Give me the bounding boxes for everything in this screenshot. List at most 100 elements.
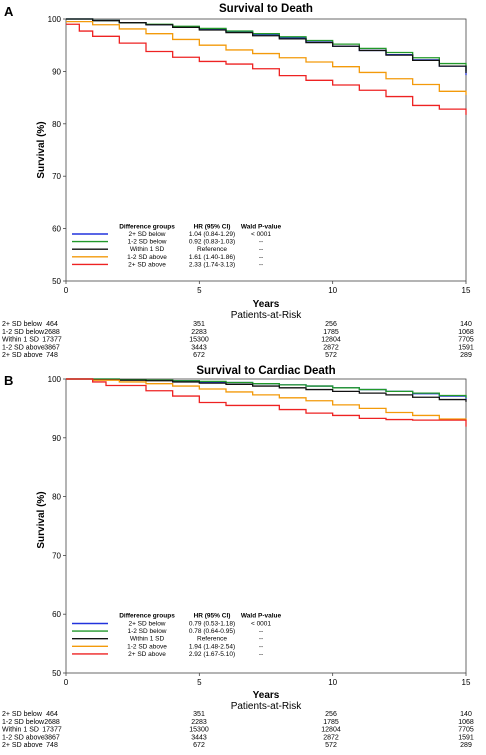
series-line — [66, 378, 467, 427]
risk-count: 15300 — [189, 727, 209, 734]
risk-count: 7705 — [458, 337, 474, 344]
series-line — [66, 20, 467, 95]
legend-header-p: Wald P-value — [241, 224, 282, 231]
panel-b: B Survival to Cardiac Death Survival (%)… — [2, 365, 474, 749]
legend-hr: 2.92 (1.67-5.10) — [189, 651, 235, 658]
legend-rows: 2+ SD below 0.79 (0.53-1.18) < 0001 1-2 SD … — [72, 621, 271, 658]
axis-ticks: 50 60 70 80 90 100 0 5 10 15 — [48, 375, 471, 687]
plot-series — [66, 378, 467, 427]
legend-p-value: < 0001 — [251, 231, 271, 238]
risk-row-label: 2+ SD below — [2, 711, 43, 718]
risk-count: 748 — [46, 352, 58, 359]
legend-hr: 0.78 (0.64-0.95) — [189, 628, 235, 635]
risk-count: 2688 — [44, 329, 60, 336]
risk-row-label: 1-2 SD below — [2, 719, 45, 726]
risk-count: 1591 — [458, 344, 474, 351]
legend-hr: 2.33 (1.74-3.13) — [189, 261, 235, 268]
risk-count: 2283 — [191, 329, 207, 336]
risk-count: 1068 — [458, 329, 474, 336]
legend-group-name: 2+ SD above — [128, 651, 166, 658]
series-line — [66, 23, 467, 115]
series-line — [66, 18, 467, 76]
series-line — [66, 18, 467, 71]
legend-header-hr: HR (95% CI) — [194, 224, 231, 231]
legend-group-name: Within 1 SD — [130, 636, 165, 643]
y-tick-label: 80 — [52, 493, 61, 502]
legend-rows: 2+ SD below 1.04 (0.84-1.29) < 0001 1-2 SD … — [72, 231, 271, 268]
x-tick-label: 15 — [462, 678, 471, 687]
x-tick-label: 10 — [328, 286, 337, 295]
risk-count: 351 — [193, 321, 205, 328]
legend-p-value: -- — [259, 651, 263, 658]
risk-count: 2283 — [191, 719, 207, 726]
legend-header-groups: Difference groups — [119, 613, 175, 620]
y-tick-label: 90 — [52, 434, 61, 443]
risk-count: 3867 — [44, 734, 60, 741]
risk-row-label: 2+ SD above — [2, 352, 43, 359]
x-tick-label: 0 — [64, 678, 69, 687]
legend-group-name: 2+ SD above — [128, 261, 166, 268]
x-axis-label: Years — [253, 299, 280, 310]
y-tick-label: 70 — [52, 172, 61, 181]
y-axis-label: Survival (%) — [36, 491, 47, 548]
legend-p-value: -- — [259, 254, 263, 261]
risk-count: 3443 — [191, 734, 207, 741]
legend-group-name: 1-2 SD below — [127, 628, 166, 635]
risk-row-label: 2+ SD above — [2, 742, 43, 749]
x-tick-label: 5 — [197, 678, 202, 687]
plot-series — [66, 18, 467, 115]
legend-p-value: -- — [259, 239, 263, 246]
legend-p-value: -- — [259, 636, 263, 643]
legend-group-name: 1-2 SD above — [127, 643, 167, 650]
risk-count: 2688 — [44, 719, 60, 726]
y-tick-label: 100 — [48, 15, 62, 24]
risk-count: 672 — [193, 742, 205, 749]
risk-count: 15300 — [189, 337, 209, 344]
risk-count: 140 — [460, 711, 472, 718]
legend-hr: 1.04 (0.84-1.29) — [189, 231, 235, 238]
axis-ticks: 50 60 70 80 90 100 0 5 10 15 — [48, 15, 471, 295]
x-tick-label: 15 — [462, 286, 471, 295]
risk-count: 3443 — [191, 344, 207, 351]
y-axis-label: Survival (%) — [36, 121, 47, 178]
legend-group-name: 1-2 SD below — [127, 239, 166, 246]
legend-group-name: 2+ SD below — [128, 621, 165, 628]
risk-row-label: Within 1 SD — [2, 337, 39, 344]
panel-label: B — [4, 373, 13, 388]
legend-header-p: Wald P-value — [241, 613, 282, 620]
risk-count: 464 — [46, 711, 58, 718]
series-line — [66, 378, 467, 402]
y-tick-label: 90 — [52, 67, 61, 76]
y-tick-label: 50 — [52, 669, 61, 678]
legend-hr: 1.61 (1.40-1.86) — [189, 254, 235, 261]
risk-count: 12804 — [321, 337, 341, 344]
y-tick-label: 60 — [52, 225, 61, 234]
plot-frame — [65, 18, 467, 282]
legend-header-groups: Difference groups — [119, 224, 175, 231]
panel-a: A Survival to Death Survival (%) 5060708… — [2, 3, 474, 359]
x-tick-label: 10 — [328, 678, 337, 687]
legend-hr: Reference — [197, 246, 227, 253]
risk-count: 1591 — [458, 734, 474, 741]
legend-header-hr: HR (95% CI) — [194, 613, 231, 620]
y-tick-label: 70 — [52, 551, 61, 560]
risk-count: 17377 — [42, 337, 62, 344]
legend-p-value: -- — [259, 246, 263, 253]
risk-count: 572 — [325, 742, 337, 749]
risk-table: 2+ SD below 464 351 256 140 1-2 SD below 2688 2… — [2, 321, 474, 359]
risk-row-label: 1-2 SD above — [2, 344, 45, 351]
legend-group-name: 2+ SD below — [128, 231, 165, 238]
risk-row-label: Within 1 SD — [2, 727, 39, 734]
risk-count: 1785 — [323, 329, 339, 336]
risk-count: 2872 — [323, 734, 339, 741]
series-line — [66, 378, 467, 421]
risk-count: 12804 — [321, 727, 341, 734]
legend-group-name: Within 1 SD — [130, 246, 165, 253]
risk-count: 140 — [460, 321, 472, 328]
y-tick-label: 60 — [52, 610, 61, 619]
series-line — [66, 18, 467, 73]
risk-count: 748 — [46, 742, 58, 749]
y-tick-label: 100 — [48, 375, 62, 384]
legend-p-value: -- — [259, 628, 263, 635]
